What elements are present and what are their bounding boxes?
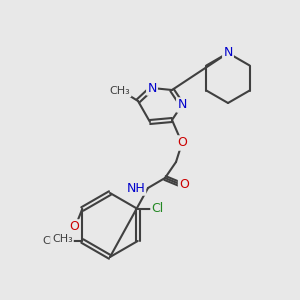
Text: CH₃: CH₃ [110,86,130,96]
Text: O: O [179,178,189,191]
Text: O: O [59,235,69,248]
Text: O: O [177,136,187,149]
Text: O: O [69,220,79,233]
Text: CH₃: CH₃ [42,236,63,246]
Text: N: N [147,82,157,94]
Text: CH₃: CH₃ [52,234,73,244]
Text: N: N [223,46,233,59]
Text: NH: NH [126,182,145,194]
Text: N: N [177,98,187,112]
Text: Cl: Cl [152,202,164,215]
